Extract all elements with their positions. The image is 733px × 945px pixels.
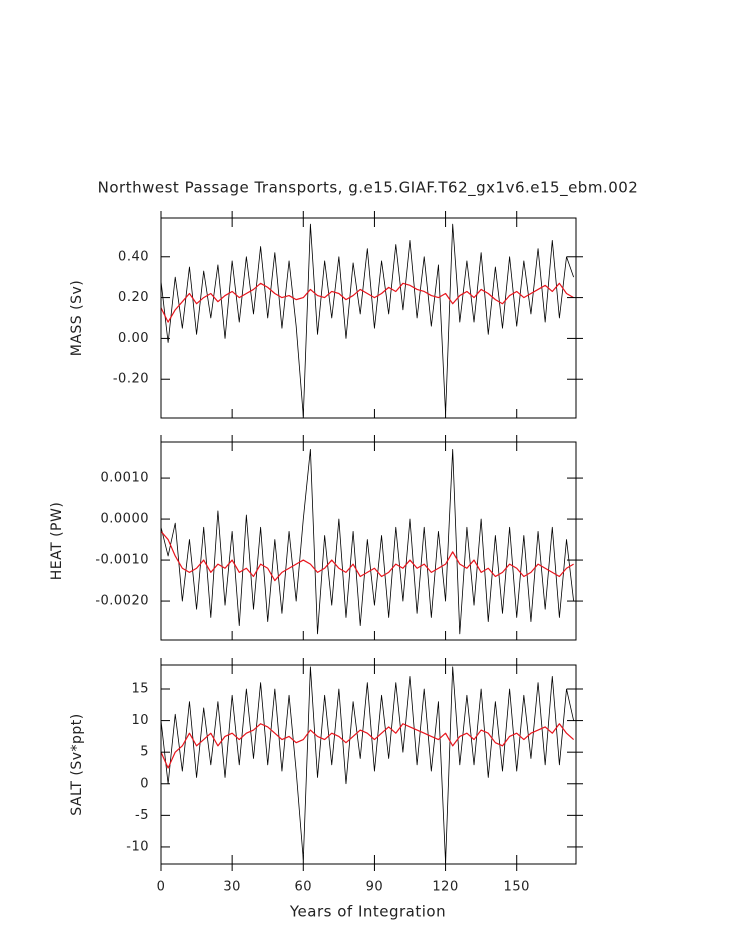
x-axis-label: Years of Integration xyxy=(289,903,446,921)
y-tick-label: -10 xyxy=(126,839,149,854)
series-line xyxy=(161,666,575,864)
y-tick-label: 0.0010 xyxy=(101,471,150,486)
plot-frame xyxy=(160,664,577,865)
y-tick-label: 0.40 xyxy=(118,249,149,264)
y-axis-label: MASS (Sv) xyxy=(69,280,85,356)
x-tick-label: 30 xyxy=(223,880,241,895)
y-tick-label: -0.0010 xyxy=(95,553,149,568)
chart-title: Northwest Passage Transports, g.e15.GIAF… xyxy=(98,179,639,198)
y-tick-label: 0.20 xyxy=(118,290,149,305)
y-axis-label: SALT (Sv*ppt) xyxy=(69,713,85,815)
series-line xyxy=(161,530,574,582)
plot-frame xyxy=(160,441,577,641)
x-tick-label: 150 xyxy=(504,880,530,895)
y-tick-label: 0 xyxy=(140,776,149,791)
x-tick-label: 90 xyxy=(366,880,384,895)
y-tick-label: 5 xyxy=(140,745,149,760)
y-axis-label: HEAT (PW) xyxy=(49,502,65,581)
series-line xyxy=(161,448,575,635)
y-tick-label: -5 xyxy=(135,808,149,823)
y-tick-label: -0.20 xyxy=(113,372,149,387)
x-tick-label: 60 xyxy=(295,880,313,895)
series-line xyxy=(161,723,575,769)
y-tick-label: 10 xyxy=(131,713,149,728)
y-tick-label: 15 xyxy=(131,682,149,697)
y-tick-label: 0.00 xyxy=(118,331,149,346)
y-tick-label: 0.0000 xyxy=(101,512,150,527)
x-tick-label: 0 xyxy=(157,880,166,895)
series-line xyxy=(161,223,575,417)
x-tick-label: 120 xyxy=(432,880,458,895)
series-line xyxy=(161,282,574,323)
plot-frame xyxy=(160,217,577,419)
y-tick-label: -0.0020 xyxy=(95,594,149,609)
